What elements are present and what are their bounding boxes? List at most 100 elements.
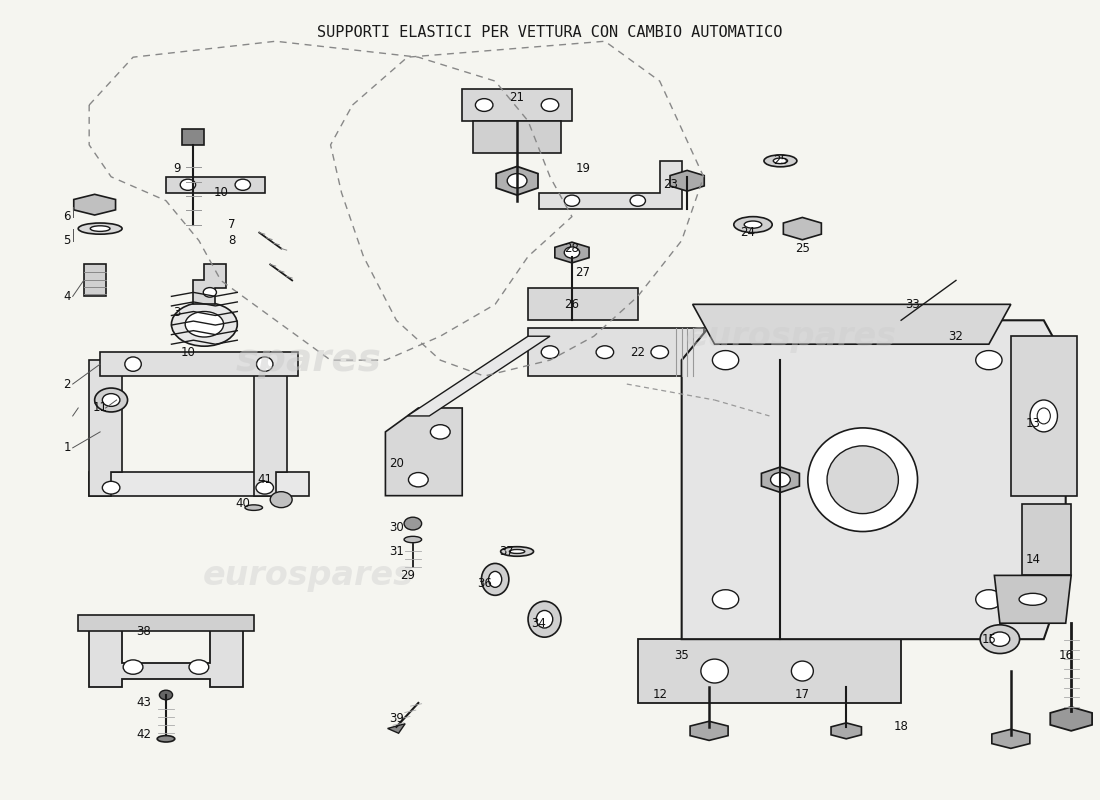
Circle shape [204,287,217,297]
Text: 32: 32 [948,330,964,342]
Text: 30: 30 [389,521,404,534]
Polygon shape [1050,707,1092,731]
Text: spares: spares [235,341,382,379]
Text: 1: 1 [64,442,72,454]
Ellipse shape [528,602,561,637]
Polygon shape [670,170,704,191]
Polygon shape [693,304,1011,344]
Circle shape [990,632,1010,646]
Text: 37: 37 [498,545,514,558]
Circle shape [541,346,559,358]
Polygon shape [761,467,800,493]
Text: 6: 6 [64,210,72,223]
Text: 38: 38 [136,625,152,638]
Ellipse shape [734,217,772,233]
Circle shape [102,482,120,494]
Text: 7: 7 [228,218,235,231]
Text: 2: 2 [64,378,72,390]
Ellipse shape [1037,408,1050,424]
Circle shape [564,247,580,258]
Text: 4: 4 [64,290,72,303]
Circle shape [430,425,450,439]
Polygon shape [1011,336,1077,496]
Ellipse shape [764,155,796,167]
Polygon shape [407,336,550,416]
Text: 42: 42 [136,728,152,742]
Circle shape [976,590,1002,609]
Text: 39: 39 [389,712,404,726]
Text: 34: 34 [531,617,547,630]
Polygon shape [74,194,116,215]
Ellipse shape [256,357,273,371]
Text: 9: 9 [173,162,180,175]
Text: SUPPORTI ELASTICI PER VETTURA CON CAMBIO AUTOMATICO: SUPPORTI ELASTICI PER VETTURA CON CAMBIO… [317,26,783,40]
Circle shape [160,690,173,700]
Circle shape [980,625,1020,654]
Text: 24: 24 [740,226,755,239]
Polygon shape [387,724,405,734]
Polygon shape [994,575,1071,623]
Ellipse shape [172,302,238,346]
Circle shape [507,174,527,188]
Ellipse shape [807,428,917,531]
Text: 40: 40 [235,497,250,510]
Circle shape [404,517,421,530]
Text: 25: 25 [795,242,810,255]
Text: 20: 20 [389,458,404,470]
Polygon shape [783,218,822,240]
Text: 10: 10 [213,186,229,199]
Ellipse shape [537,610,552,628]
Text: 26: 26 [564,298,580,311]
Polygon shape [528,328,704,376]
Text: 43: 43 [136,697,152,710]
Polygon shape [89,360,122,496]
Text: 28: 28 [564,242,580,255]
Circle shape [651,346,669,358]
Ellipse shape [482,563,509,595]
Text: 21: 21 [509,90,525,103]
Text: 12: 12 [652,689,668,702]
Circle shape [564,195,580,206]
Text: 19: 19 [575,162,591,175]
Circle shape [770,473,790,487]
Polygon shape [89,472,309,496]
Circle shape [713,350,739,370]
Polygon shape [554,242,588,263]
Polygon shape [992,730,1030,748]
Text: 33: 33 [904,298,920,311]
Ellipse shape [701,659,728,683]
Polygon shape [166,177,265,193]
Circle shape [271,492,293,508]
Circle shape [235,179,251,190]
Text: 10: 10 [180,346,196,358]
Circle shape [630,195,646,206]
Polygon shape [1022,504,1071,575]
Ellipse shape [404,536,421,542]
Polygon shape [539,161,682,209]
Polygon shape [254,360,287,496]
Ellipse shape [78,223,122,234]
Text: 35: 35 [674,649,689,662]
Polygon shape [638,639,901,703]
Text: 17: 17 [795,689,810,702]
Ellipse shape [90,226,110,231]
Polygon shape [78,615,254,631]
Polygon shape [194,265,227,304]
Ellipse shape [791,661,813,681]
Text: 36: 36 [476,577,492,590]
Text: 11: 11 [92,402,108,414]
Ellipse shape [500,546,534,556]
Circle shape [976,350,1002,370]
Circle shape [180,179,196,190]
Polygon shape [100,352,298,376]
Polygon shape [385,408,462,496]
Ellipse shape [245,505,263,510]
Polygon shape [690,722,728,741]
Circle shape [541,98,559,111]
Circle shape [102,394,120,406]
Ellipse shape [157,736,175,742]
Text: 31: 31 [389,545,404,558]
Ellipse shape [509,550,525,554]
Text: 5: 5 [64,234,70,247]
Text: 13: 13 [1025,418,1041,430]
